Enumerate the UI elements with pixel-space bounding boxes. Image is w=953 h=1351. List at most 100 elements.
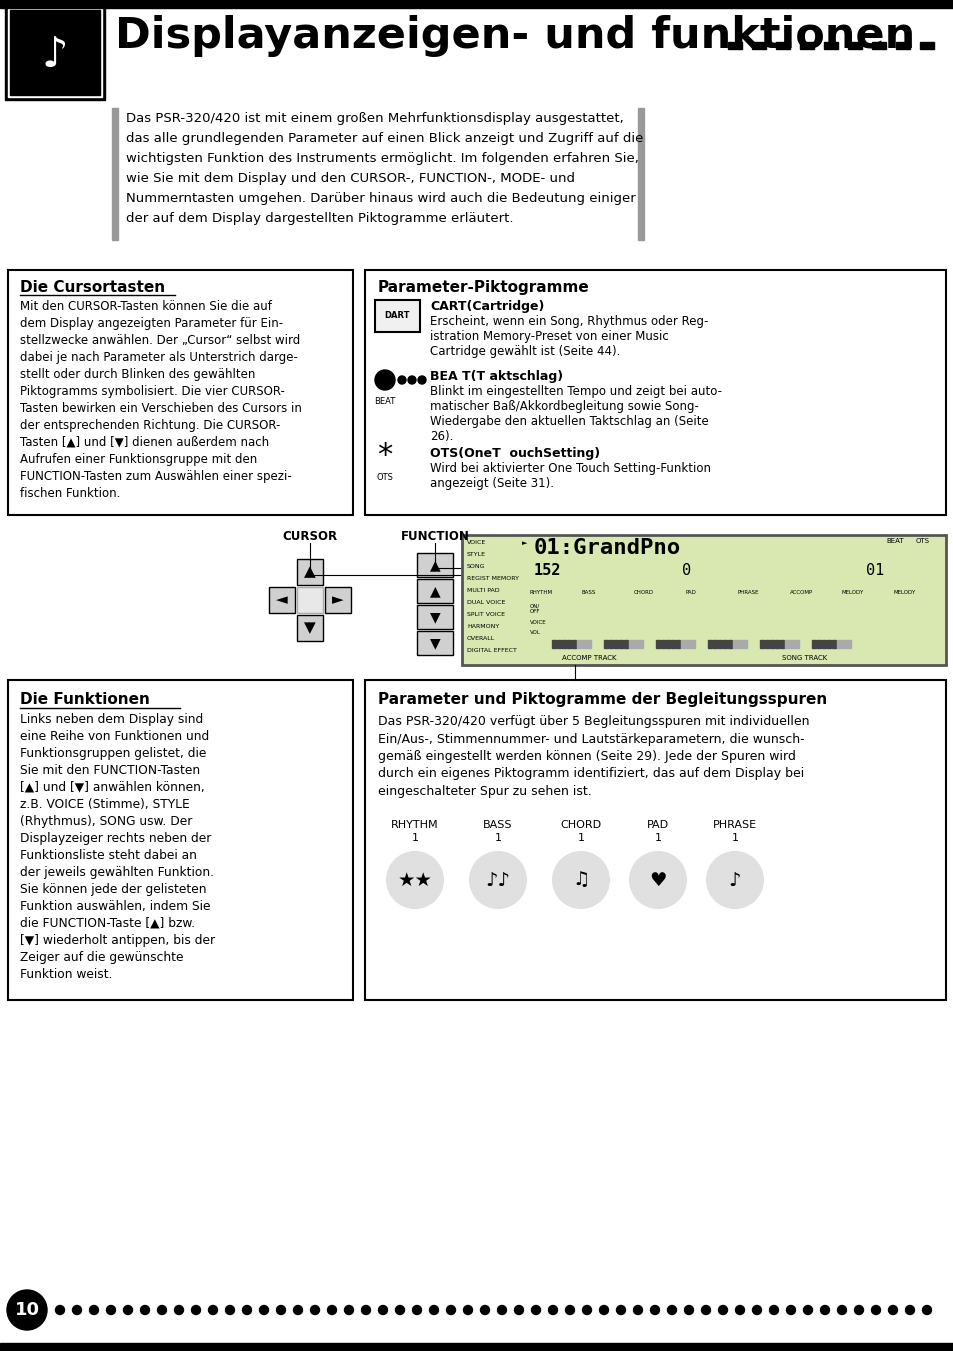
Text: Aufrufen einer Funktionsgruppe mit den: Aufrufen einer Funktionsgruppe mit den xyxy=(20,453,257,466)
Bar xyxy=(623,640,627,648)
Bar xyxy=(727,42,741,49)
Text: DIGITAL EFFECT: DIGITAL EFFECT xyxy=(467,648,517,653)
Text: eine Reihe von Funktionen und: eine Reihe von Funktionen und xyxy=(20,730,209,743)
Text: BASS: BASS xyxy=(483,820,512,830)
Text: Tasten [▲] und [▼] dienen außerdem nach: Tasten [▲] und [▼] dienen außerdem nach xyxy=(20,436,269,449)
Bar xyxy=(296,559,323,585)
Bar xyxy=(712,640,717,648)
Circle shape xyxy=(752,1305,760,1315)
Text: ♪: ♪ xyxy=(42,34,69,76)
Circle shape xyxy=(904,1305,914,1315)
Text: CART(Cartridge): CART(Cartridge) xyxy=(430,300,544,313)
Circle shape xyxy=(802,1305,812,1315)
Circle shape xyxy=(259,1305,268,1315)
Text: stellt oder durch Blinken des gewählten: stellt oder durch Blinken des gewählten xyxy=(20,367,255,381)
Text: PAD: PAD xyxy=(646,820,668,830)
Bar xyxy=(841,640,845,648)
Text: dabei je nach Parameter als Unterstrich darge-: dabei je nach Parameter als Unterstrich … xyxy=(20,351,297,363)
Text: MULTI PAD: MULTI PAD xyxy=(467,588,499,593)
Text: ★★: ★★ xyxy=(397,870,432,889)
Text: ♪: ♪ xyxy=(728,870,740,889)
Text: Ein/Aus-, Stimmennummer- und Lautstärkeparametern, die wunsch-: Ein/Aus-, Stimmennummer- und Lautstärkep… xyxy=(377,732,803,746)
Bar xyxy=(846,640,850,648)
Circle shape xyxy=(582,1305,591,1315)
Text: MELODY: MELODY xyxy=(893,590,915,594)
Bar xyxy=(416,631,453,655)
Text: angezeigt (Seite 31).: angezeigt (Seite 31). xyxy=(430,477,554,490)
Bar xyxy=(764,640,768,648)
Bar xyxy=(751,42,765,49)
Text: dem Display angezeigten Parameter für Ein-: dem Display angezeigten Parameter für Ei… xyxy=(20,317,283,330)
Text: Tasten bewirken ein Verschieben des Cursors in: Tasten bewirken ein Verschieben des Curs… xyxy=(20,403,301,415)
Bar xyxy=(8,8,102,97)
Text: MELODY: MELODY xyxy=(841,590,863,594)
Circle shape xyxy=(616,1305,625,1315)
Text: der jeweils gewählten Funktion.: der jeweils gewählten Funktion. xyxy=(20,866,213,880)
Text: CHORD: CHORD xyxy=(634,590,654,594)
Text: 1: 1 xyxy=(577,834,584,843)
Text: Sie können jede der gelisteten: Sie können jede der gelisteten xyxy=(20,884,206,896)
Circle shape xyxy=(820,1305,828,1315)
Text: ▼: ▼ xyxy=(304,620,315,635)
Text: Die Cursortasten: Die Cursortasten xyxy=(20,280,165,295)
Circle shape xyxy=(553,852,608,908)
Bar xyxy=(296,586,323,613)
Circle shape xyxy=(140,1305,150,1315)
Bar xyxy=(660,640,664,648)
Bar xyxy=(628,640,633,648)
Bar xyxy=(656,640,659,648)
Text: DART: DART xyxy=(384,312,410,320)
Circle shape xyxy=(718,1305,727,1315)
Text: REGIST MEMORY: REGIST MEMORY xyxy=(467,576,518,581)
Bar xyxy=(847,42,862,49)
Bar xyxy=(794,640,799,648)
Text: RHYTHM: RHYTHM xyxy=(530,590,553,594)
Text: BEA T(T aktschlag): BEA T(T aktschlag) xyxy=(430,370,562,382)
Circle shape xyxy=(55,1305,65,1315)
Circle shape xyxy=(629,852,685,908)
Bar xyxy=(557,640,560,648)
Text: Cartridge gewählt ist (Seite 44).: Cartridge gewählt ist (Seite 44). xyxy=(430,345,619,358)
Text: ♪♪: ♪♪ xyxy=(485,870,510,889)
Bar xyxy=(618,640,622,648)
Circle shape xyxy=(922,1305,930,1315)
Text: Funktion auswählen, indem Sie: Funktion auswählen, indem Sie xyxy=(20,900,211,913)
Bar xyxy=(365,270,945,515)
Circle shape xyxy=(735,1305,743,1315)
Bar xyxy=(811,640,815,648)
Text: PHRASE: PHRASE xyxy=(738,590,759,594)
Text: [▲] und [▼] anwählen können,: [▲] und [▼] anwählen können, xyxy=(20,781,205,794)
Bar xyxy=(325,586,351,613)
Bar xyxy=(821,640,825,648)
Bar xyxy=(823,42,837,49)
Circle shape xyxy=(310,1305,319,1315)
Bar xyxy=(608,640,613,648)
Bar xyxy=(634,640,638,648)
Text: SONG TRACK: SONG TRACK xyxy=(781,655,826,661)
Text: ▼: ▼ xyxy=(429,636,440,650)
Circle shape xyxy=(209,1305,217,1315)
Bar xyxy=(552,640,556,648)
Text: VOL: VOL xyxy=(530,630,540,635)
Text: wichtigsten Funktion des Instruments ermöglicht. Im folgenden erfahren Sie,: wichtigsten Funktion des Instruments erm… xyxy=(126,153,639,165)
Text: 26).: 26). xyxy=(430,430,453,443)
Text: BASS: BASS xyxy=(581,590,596,594)
Bar xyxy=(639,640,642,648)
Circle shape xyxy=(90,1305,98,1315)
Bar xyxy=(722,640,726,648)
Text: gemäß eingestellt werden können (Seite 29). Jede der Spuren wird: gemäß eingestellt werden können (Seite 2… xyxy=(377,750,795,763)
Text: SONG: SONG xyxy=(467,563,485,569)
Text: DUAL VOICE: DUAL VOICE xyxy=(467,600,505,605)
Text: 1: 1 xyxy=(494,834,501,843)
Bar xyxy=(572,640,576,648)
Text: CURSOR: CURSOR xyxy=(282,530,337,543)
Text: Funktionsliste steht dabei an: Funktionsliste steht dabei an xyxy=(20,848,196,862)
Bar xyxy=(780,640,783,648)
Bar xyxy=(0,1343,953,1351)
Circle shape xyxy=(463,1305,472,1315)
Text: Displayanzeigen- und funktionen: Displayanzeigen- und funktionen xyxy=(115,15,914,57)
Text: ►: ► xyxy=(332,593,343,608)
Circle shape xyxy=(497,1305,506,1315)
Circle shape xyxy=(887,1305,897,1315)
Circle shape xyxy=(123,1305,132,1315)
